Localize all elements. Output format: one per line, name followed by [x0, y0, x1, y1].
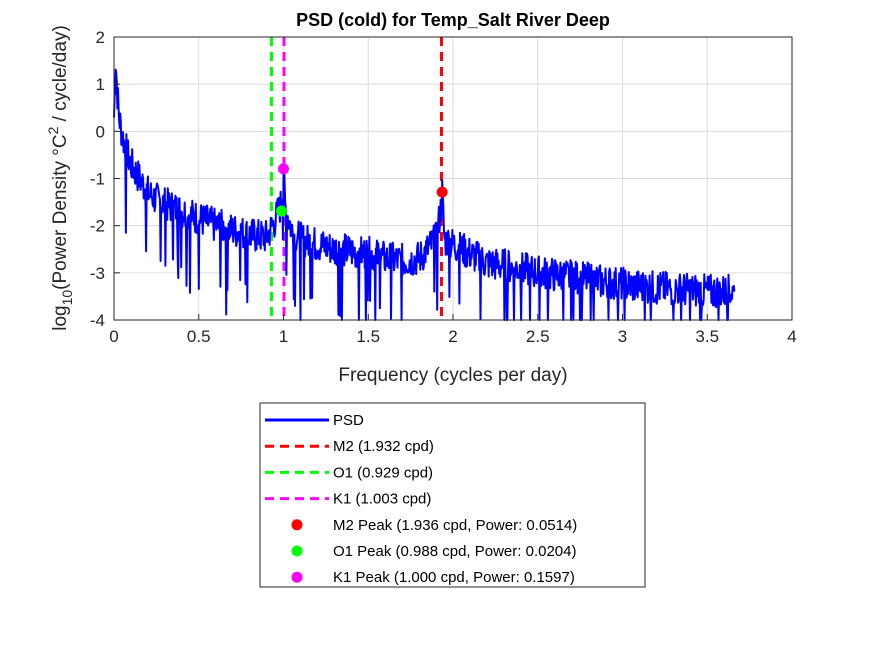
legend-label: PSD: [333, 412, 364, 429]
peak-marker: [278, 163, 289, 175]
chart-title: PSD (cold) for Temp_Salt River Deep: [296, 10, 610, 30]
legend-swatch: [291, 571, 303, 583]
x-tick-label: 3: [618, 327, 627, 346]
y-label-subscript: 10: [59, 290, 75, 306]
x-tick-label: 3.5: [695, 327, 719, 346]
legend-swatch: [291, 545, 303, 557]
y-label-superscript: 2: [45, 126, 61, 134]
y-label-degree: °: [50, 148, 71, 156]
y-label-unit: C: [50, 134, 71, 148]
x-tick-label: 1: [279, 327, 288, 346]
y-axis-label: log10(Power Density °C2 / cycle/day): [45, 25, 75, 331]
x-tick-label: 1.5: [356, 327, 380, 346]
x-tick-label: 0: [109, 327, 118, 346]
legend-label: O1 Peak (0.988 cpd, Power: 0.0204): [333, 543, 576, 560]
legend: PSD M2 (1.932 cpd) O1 (0.929 cpd) K1 (1.003…: [259, 402, 646, 588]
y-label-main: (Power Density: [50, 156, 71, 290]
legend-label: O1 (0.929 cpd): [333, 464, 433, 481]
y-label-suffix: / cycle/day): [50, 25, 71, 126]
peak-marker: [275, 205, 287, 217]
legend-box: [259, 402, 646, 588]
x-tick-label: 2.5: [526, 327, 550, 346]
legend-label: K1 Peak (1.000 cpd, Power: 0.1597): [333, 569, 575, 586]
legend-label: M2 (1.932 cpd): [333, 438, 434, 455]
y-tick-label: -2: [90, 217, 105, 236]
y-tick-label: -1: [90, 170, 105, 189]
y-tick-label: 0: [96, 122, 105, 141]
x-tick-label: 0.5: [187, 327, 211, 346]
x-tick-label: 4: [787, 327, 796, 346]
x-axis-label: Frequency (cycles per day): [338, 365, 567, 386]
y-tick-label: -4: [90, 311, 105, 330]
peak-markers: [275, 163, 448, 217]
x-ticks: 0 0.5 1 1.5 2 2.5 3 3.5 4: [109, 314, 797, 346]
legend-swatch: [291, 519, 303, 531]
series-group: [113, 68, 736, 321]
legend-label: K1 (1.003 cpd): [333, 491, 431, 508]
peak-marker: [436, 186, 448, 198]
y-ticks: 2 1 0 -1 -2 -3 -4: [90, 28, 120, 330]
legend-label: M2 Peak (1.936 cpd, Power: 0.0514): [333, 517, 577, 534]
y-tick-label: 2: [96, 28, 105, 47]
y-tick-label: -3: [90, 264, 105, 283]
x-tick-label: 2: [448, 327, 457, 346]
y-label-prefix: log: [50, 305, 71, 330]
y-tick-label: 1: [96, 75, 105, 94]
series-line: [113, 68, 736, 321]
legend-items: PSD M2 (1.932 cpd) O1 (0.929 cpd) K1 (1.003…: [265, 412, 577, 586]
